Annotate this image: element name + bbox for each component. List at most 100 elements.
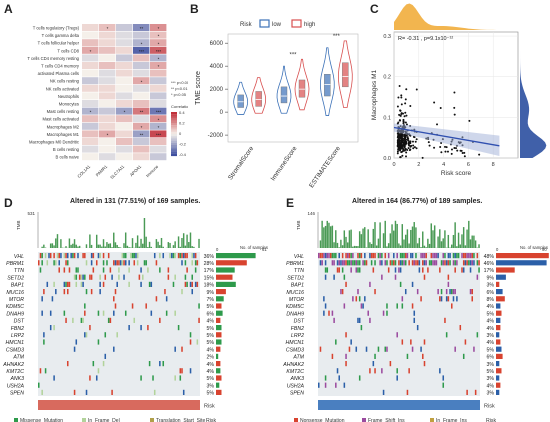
mutation-cell: [65, 260, 67, 266]
mutation-cell: [321, 260, 323, 266]
tmb-bar: [444, 230, 446, 248]
mutation-cell: [454, 260, 456, 266]
violin-legend-swatch: [291, 19, 302, 28]
mutation-cell: [338, 375, 340, 381]
gene-label: KMT2C: [286, 369, 304, 375]
mutation-cell: [97, 339, 100, 345]
mutation-cell: [194, 267, 197, 273]
mutation-cell: [461, 253, 463, 259]
heatmap-cell: [133, 84, 150, 92]
heatmap-cell: [133, 100, 150, 107]
mutation-cell: [68, 281, 71, 287]
violin-legend-label: low: [272, 22, 282, 28]
mutation-cell: [194, 260, 197, 266]
mutation-cell: [75, 274, 78, 280]
scatter-point: [399, 156, 402, 159]
mutation-cell: [399, 267, 402, 273]
mutation-cell: [333, 253, 335, 259]
mutation-cell: [365, 346, 368, 352]
heatmap-cell: [99, 92, 116, 100]
mutation-cell: [476, 260, 479, 266]
violin-group-label: StromalScore: [227, 145, 256, 182]
mutation-cell: [338, 267, 340, 273]
tmb-bar: [404, 234, 407, 248]
scatter-point: [415, 138, 418, 141]
tmb-bar: [433, 225, 436, 248]
mutation-cell: [433, 260, 436, 266]
heatmap-row-label: T cells regulatory (Tregs): [33, 25, 80, 30]
mutation-cell: [159, 253, 161, 259]
mutation-cell: [444, 253, 446, 259]
heatmap-colorbar-step: [171, 127, 177, 130]
tmb-bar: [135, 242, 137, 248]
mutation-cell: [335, 253, 337, 259]
mutation-cell: [364, 260, 366, 266]
mutation-cell: [99, 253, 101, 259]
mutation-cell: [335, 339, 337, 345]
mutation-cell: [102, 361, 105, 367]
mutation-cell: [84, 332, 86, 338]
heatmap-cell: [133, 153, 150, 161]
mutation-cell: [343, 260, 346, 266]
gene-label: LRP2: [11, 333, 24, 339]
mutation-cell: [95, 260, 98, 266]
mutation-cell: [123, 260, 125, 266]
mutation-cell: [128, 260, 130, 266]
gene-label: ATM: [12, 355, 24, 361]
scatter-point: [398, 142, 401, 145]
scatter-point: [398, 138, 401, 141]
mutation-cell: [131, 253, 134, 259]
gene-label: DST: [14, 319, 25, 325]
mutation-cell: [372, 361, 375, 367]
heatmap-row-label: Mast cells resting: [47, 109, 80, 114]
heatmap-cell: [99, 115, 116, 123]
mutation-cell: [319, 260, 322, 266]
scatter-point: [404, 142, 407, 145]
mutation-cell: [355, 260, 358, 266]
scatter-point: [440, 151, 443, 154]
tmb-bar: [101, 246, 103, 248]
tmb-bar: [437, 236, 439, 248]
mutation-cell: [174, 346, 176, 352]
mutation-cell: [92, 267, 95, 273]
mutation-cell: [461, 267, 463, 273]
mutation-cell: [329, 253, 332, 259]
mutation-cell: [345, 253, 347, 259]
mutation-cell: [382, 389, 385, 395]
mutation-cell: [198, 303, 200, 309]
heatmap-star: *: [107, 26, 109, 31]
heatmap-cell: [82, 107, 99, 115]
tmb-bar: [430, 223, 432, 248]
mutation-cell: [473, 253, 475, 259]
macrophage-scatter-plot: 0 2 4 6 8 0.0 0.1 0.2 0.3 Risk score Macrophages M…: [371, 3, 547, 177]
mutation-cell: [411, 346, 414, 352]
sample-count-bar: [216, 267, 235, 273]
sample-count-bar: [496, 325, 501, 331]
mutation-cell: [123, 274, 125, 280]
tmb-bar: [413, 222, 415, 248]
mutation-cell: [153, 389, 156, 395]
mutation-cell: [473, 346, 475, 352]
mutation-cell: [85, 289, 88, 295]
tmb-bar: [393, 230, 395, 248]
mutation-cell: [44, 253, 47, 259]
mutation-cell: [404, 289, 407, 295]
mutation-cell: [340, 289, 342, 295]
mutation-cell: [324, 267, 327, 273]
sample-count-axis-max: 90: [542, 247, 547, 252]
panel-label-e: E: [286, 196, 295, 210]
mutation-cell: [355, 296, 358, 302]
mutation-legend-label: In_Frame_Ins: [436, 418, 467, 422]
mutation-cell: [398, 267, 400, 273]
mutation-cell: [377, 253, 380, 259]
sample-count-axis-max: 61: [262, 247, 267, 252]
risk-annotation-label: Risk: [204, 404, 215, 410]
scatter-point: [396, 105, 399, 108]
tmb-bar: [119, 247, 122, 248]
heatmap-colorbar-step: [171, 114, 177, 117]
mutation-cell: [440, 289, 443, 295]
heatmap-colorbar-step: [171, 116, 177, 119]
scatter-point: [405, 88, 408, 91]
scatter-point: [397, 148, 400, 151]
mutation-cell: [341, 289, 344, 295]
